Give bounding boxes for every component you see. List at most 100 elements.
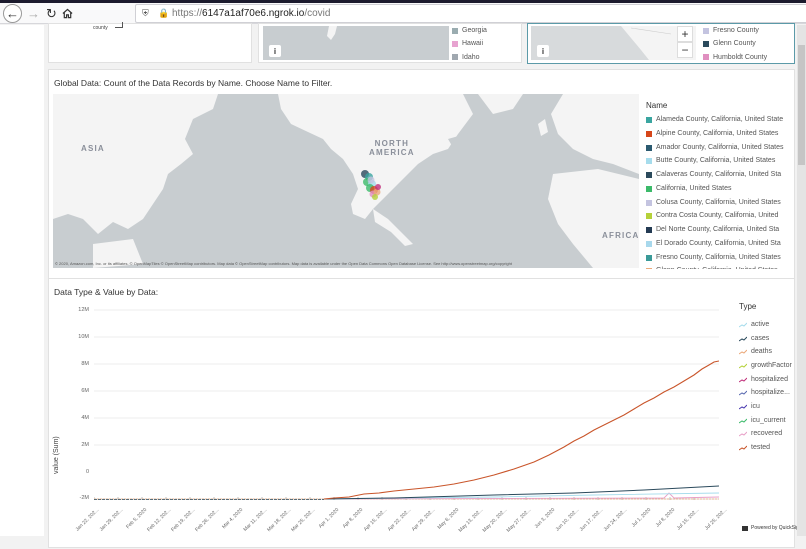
california-cluster (361, 170, 381, 200)
county-chart-card: county (48, 22, 252, 63)
legend-item-hospitalized-current[interactable]: hospitalize... (739, 389, 790, 396)
legend-item-deaths[interactable]: deaths (739, 348, 772, 355)
home-icon (62, 8, 73, 19)
legend-item[interactable]: Humboldt County (703, 53, 767, 61)
arrow-right-icon: → (27, 6, 40, 21)
address-bar[interactable]: ⛨ 🔒 https://6147a1af70e6.ngrok.io/covid (135, 4, 806, 23)
name-legend-list[interactable]: Alameda County, California, United State… (644, 114, 794, 269)
legend-item-active[interactable]: active (739, 321, 769, 328)
legend-item[interactable]: California, United States (646, 185, 731, 192)
legend-item-hospitalized[interactable]: hospitalized (739, 376, 788, 383)
zoom-out-button[interactable]: − (677, 42, 693, 58)
line-swatch-icon (739, 349, 747, 354)
info-icon: i (273, 46, 277, 56)
legend-item[interactable]: Idaho (452, 53, 480, 61)
y-tick: 2M (81, 442, 89, 448)
map-landmass (621, 26, 696, 60)
lock-icon[interactable]: 🔒 (158, 8, 170, 18)
y-tick: 0 (85, 469, 89, 475)
line-swatch-icon (739, 404, 747, 409)
x-axis-labels: Jan 22, 202... Jan 29, 202... Feb 5, 202… (75, 505, 729, 549)
y-tick: 6M (81, 388, 89, 394)
plus-icon: + (681, 27, 689, 41)
legend-item-cases[interactable]: cases (739, 335, 769, 342)
county-map-card: i + − Fresno County Glenn County Humbold… (527, 23, 795, 64)
legend-item[interactable]: Alpine County, California, United States (646, 130, 778, 137)
y-tick: 8M (81, 361, 89, 367)
powered-by-quicksight[interactable]: Powered by QuickSight (742, 525, 803, 531)
legend-item[interactable]: Fresno County (703, 27, 759, 34)
info-button[interactable]: i (269, 45, 281, 57)
legend-item[interactable]: Butte County, California, United States (646, 157, 775, 164)
world-landmass (53, 94, 639, 268)
continent-label-north-america: NORTH AMERICA (369, 139, 415, 157)
browser-toolbar: ← → ↻ ⛨ 🔒 https://6147a1af70e6.ngrok.io /… (0, 3, 806, 24)
county-label: county (93, 25, 108, 31)
line-swatch-icon (739, 445, 747, 450)
connector-line (115, 22, 123, 28)
legend-item[interactable]: Amador County, California, United States (646, 144, 784, 151)
line-chart-plot[interactable] (94, 307, 719, 507)
states-map-card: i Georgia Hawaii Idaho (258, 23, 522, 63)
map-landmass (327, 26, 337, 40)
legend-item[interactable]: Georgia (452, 27, 487, 34)
url-path: /covid (304, 8, 331, 19)
legend-item-icu[interactable]: icu (739, 403, 760, 410)
back-button[interactable]: ← (3, 4, 22, 23)
line-swatch-icon (739, 377, 747, 382)
continent-label-africa: AFRICA (602, 231, 639, 240)
url-scheme: https:// (172, 8, 203, 19)
legend-item[interactable]: Contra Costa County, California, United (646, 212, 778, 219)
line-swatch-icon (739, 431, 747, 436)
legend-item[interactable]: Glenn County (703, 40, 756, 47)
reload-button[interactable]: ↻ (42, 4, 61, 23)
x-tick: Jul 25, 202... (703, 507, 729, 532)
line-swatch-icon (739, 390, 747, 395)
legend-item[interactable]: Hawaii (452, 40, 483, 47)
legend-item[interactable]: Fresno County, California, United States (646, 254, 781, 261)
continent-label-asia: ASIA (81, 144, 105, 153)
global-map-title: Global Data: Count of the Data Records b… (54, 78, 333, 88)
zoom-in-button[interactable]: + (677, 26, 693, 42)
quicksight-logo-icon (742, 525, 748, 531)
legend-item-recovered[interactable]: recovered (739, 430, 782, 437)
shield-icon[interactable]: ⛨ (142, 8, 149, 18)
info-icon: i (541, 46, 545, 56)
legend-item[interactable]: Glenn County, California, United States (646, 267, 778, 269)
legend-item[interactable]: Del Norte County, California, United Sta (646, 226, 779, 233)
y-tick: 12M (78, 307, 89, 313)
page-scrollbar[interactable] (797, 25, 806, 536)
global-map[interactable]: ASIA NORTH AMERICA AFRICA © 2020, Amazon.… (53, 94, 639, 268)
info-button[interactable]: i (537, 45, 549, 57)
legend-item-icu-current[interactable]: icu_current (739, 417, 786, 424)
map-attribution: © 2020, Amazon.com, Inc. or its affiliat… (55, 261, 512, 266)
left-gutter (0, 25, 44, 536)
legend-item-growthfactor[interactable]: growthFactor (739, 362, 792, 369)
county-map[interactable]: i (531, 26, 696, 60)
line-swatch-icon (739, 418, 747, 423)
y-tick: 4M (81, 415, 89, 421)
y-tick: 10M (78, 334, 89, 340)
page-scrollbar-thumb[interactable] (798, 45, 805, 165)
type-legend-title: Type (739, 302, 757, 311)
line-swatch-icon (739, 336, 747, 341)
home-button[interactable] (58, 4, 77, 23)
line-chart-title: Data Type & Value by Data: (54, 287, 159, 297)
forward-button[interactable]: → (24, 4, 43, 23)
window-title-strip (0, 0, 806, 3)
reload-icon: ↻ (46, 5, 57, 21)
arrow-left-icon: ← (6, 6, 19, 21)
dashboard-page: county i Georgia Hawaii Idaho i + − Fres… (0, 22, 806, 548)
legend-item[interactable]: Calaveras County, California, United Sta (646, 171, 781, 178)
line-swatch-icon (739, 363, 747, 368)
legend-title: Name (646, 101, 668, 110)
global-map-card: Global Data: Count of the Data Records b… (48, 69, 795, 297)
legend-item[interactable]: Colusa County, California, United States (646, 199, 781, 206)
minus-icon: − (681, 43, 689, 57)
legend-item[interactable]: Alameda County, California, United State (646, 116, 783, 123)
legend-item[interactable]: El Dorado County, California, United Sta (646, 240, 781, 247)
line-swatch-icon (739, 322, 747, 327)
line-chart-card: Data Type & Value by Data: value (Sum) 1… (48, 278, 795, 548)
states-map[interactable]: i (263, 26, 449, 60)
legend-item-tested[interactable]: tested (739, 444, 770, 451)
